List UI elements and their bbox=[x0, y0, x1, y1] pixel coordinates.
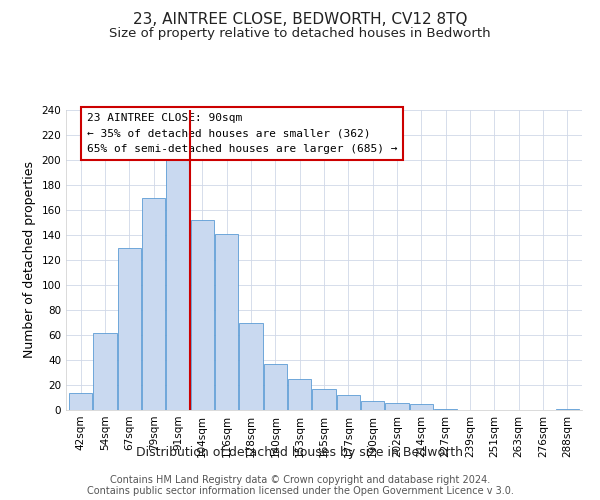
Text: Contains HM Land Registry data © Crown copyright and database right 2024.: Contains HM Land Registry data © Crown c… bbox=[110, 475, 490, 485]
Text: Contains public sector information licensed under the Open Government Licence v : Contains public sector information licen… bbox=[86, 486, 514, 496]
Bar bbox=[385, 402, 409, 410]
Y-axis label: Number of detached properties: Number of detached properties bbox=[23, 162, 36, 358]
Bar bbox=[556, 409, 579, 410]
Bar bbox=[166, 160, 190, 410]
Bar bbox=[361, 401, 384, 410]
Bar bbox=[264, 364, 287, 410]
Text: 23, AINTREE CLOSE, BEDWORTH, CV12 8TQ: 23, AINTREE CLOSE, BEDWORTH, CV12 8TQ bbox=[133, 12, 467, 28]
Bar bbox=[239, 322, 263, 410]
Text: Distribution of detached houses by size in Bedworth: Distribution of detached houses by size … bbox=[137, 446, 464, 459]
Text: Size of property relative to detached houses in Bedworth: Size of property relative to detached ho… bbox=[109, 28, 491, 40]
Text: 23 AINTREE CLOSE: 90sqm
← 35% of detached houses are smaller (362)
65% of semi-d: 23 AINTREE CLOSE: 90sqm ← 35% of detache… bbox=[86, 113, 397, 154]
Bar bbox=[313, 389, 335, 410]
Bar bbox=[288, 379, 311, 410]
Bar bbox=[94, 332, 116, 410]
Bar bbox=[142, 198, 165, 410]
Bar bbox=[215, 234, 238, 410]
Bar bbox=[337, 395, 360, 410]
Bar bbox=[410, 404, 433, 410]
Bar bbox=[191, 220, 214, 410]
Bar bbox=[69, 392, 92, 410]
Bar bbox=[118, 248, 141, 410]
Bar bbox=[434, 409, 457, 410]
